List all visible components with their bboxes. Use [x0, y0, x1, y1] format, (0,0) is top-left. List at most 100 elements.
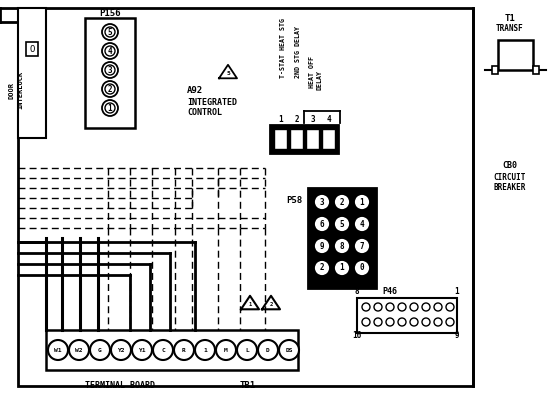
- Circle shape: [153, 340, 173, 360]
- Circle shape: [314, 194, 330, 210]
- Bar: [306, 129, 319, 149]
- Text: 1: 1: [340, 263, 345, 273]
- Text: CIRCUIT: CIRCUIT: [494, 173, 526, 181]
- Text: 9: 9: [320, 241, 324, 250]
- Bar: [492, 66, 498, 74]
- Bar: [85, 18, 135, 128]
- Circle shape: [102, 81, 118, 97]
- Text: P58: P58: [286, 196, 302, 205]
- Text: P46: P46: [382, 288, 398, 297]
- Circle shape: [374, 318, 382, 326]
- Text: 8: 8: [340, 241, 345, 250]
- Text: 16: 16: [352, 331, 362, 340]
- Circle shape: [102, 43, 118, 59]
- Text: 2ND STG DELAY: 2ND STG DELAY: [295, 26, 301, 78]
- Bar: [18, 8, 46, 138]
- Text: DELAY: DELAY: [317, 70, 323, 90]
- Circle shape: [398, 303, 406, 311]
- Bar: [270, 125, 338, 153]
- Circle shape: [354, 216, 370, 232]
- Circle shape: [446, 303, 454, 311]
- Text: T-STAT HEAT STG: T-STAT HEAT STG: [280, 18, 286, 78]
- Text: 4: 4: [360, 220, 365, 228]
- Text: TRANSF: TRANSF: [496, 23, 524, 32]
- Text: R: R: [182, 348, 186, 352]
- Text: Y1: Y1: [138, 348, 146, 352]
- Text: 4: 4: [107, 47, 112, 56]
- Bar: [308, 188, 376, 288]
- Circle shape: [362, 318, 370, 326]
- Circle shape: [258, 340, 278, 360]
- Bar: [322, 129, 335, 149]
- Circle shape: [446, 318, 454, 326]
- Text: M: M: [224, 348, 228, 352]
- Circle shape: [334, 194, 350, 210]
- Circle shape: [216, 340, 236, 360]
- Circle shape: [279, 340, 299, 360]
- Circle shape: [410, 318, 418, 326]
- Circle shape: [237, 340, 257, 360]
- Text: 5: 5: [107, 28, 112, 36]
- Text: CB0: CB0: [502, 160, 517, 169]
- Text: DS: DS: [285, 348, 293, 352]
- Text: 9: 9: [455, 331, 459, 340]
- Text: TB1: TB1: [240, 382, 256, 391]
- Text: W1: W1: [54, 348, 61, 352]
- Circle shape: [354, 238, 370, 254]
- Circle shape: [374, 303, 382, 311]
- Text: 5: 5: [226, 70, 230, 75]
- Circle shape: [314, 238, 330, 254]
- Circle shape: [105, 46, 115, 56]
- Text: A92: A92: [187, 85, 203, 94]
- Text: 1: 1: [278, 115, 283, 124]
- Circle shape: [334, 238, 350, 254]
- Text: 8: 8: [355, 288, 360, 297]
- Circle shape: [102, 24, 118, 40]
- Text: 2: 2: [340, 198, 345, 207]
- Circle shape: [111, 340, 131, 360]
- Circle shape: [90, 340, 110, 360]
- Circle shape: [314, 216, 330, 232]
- Circle shape: [386, 318, 394, 326]
- Circle shape: [48, 340, 68, 360]
- Text: 2: 2: [269, 301, 273, 307]
- Bar: [18, 8, 473, 386]
- Text: 0: 0: [360, 263, 365, 273]
- Circle shape: [422, 318, 430, 326]
- Circle shape: [334, 216, 350, 232]
- Circle shape: [354, 260, 370, 276]
- Circle shape: [434, 303, 442, 311]
- Text: 6: 6: [320, 220, 324, 228]
- Text: 1: 1: [360, 198, 365, 207]
- Bar: [533, 66, 539, 74]
- Circle shape: [354, 194, 370, 210]
- Text: O: O: [29, 45, 35, 53]
- Text: 1: 1: [107, 103, 112, 113]
- Text: 5: 5: [340, 220, 345, 228]
- Text: DOOR: DOOR: [8, 81, 14, 98]
- Circle shape: [334, 260, 350, 276]
- Circle shape: [422, 303, 430, 311]
- Text: 1: 1: [248, 301, 252, 307]
- Bar: [46, 330, 298, 370]
- Text: L: L: [245, 348, 249, 352]
- Text: 2: 2: [320, 263, 324, 273]
- Text: 3: 3: [310, 115, 315, 124]
- Text: 1: 1: [455, 288, 459, 297]
- Circle shape: [102, 62, 118, 78]
- Text: W2: W2: [75, 348, 83, 352]
- Circle shape: [132, 340, 152, 360]
- Text: Y2: Y2: [117, 348, 125, 352]
- Circle shape: [105, 103, 115, 113]
- Bar: [357, 298, 457, 333]
- Circle shape: [434, 318, 442, 326]
- Text: HEAT OFF: HEAT OFF: [309, 56, 315, 88]
- Text: C: C: [161, 348, 165, 352]
- Text: CONTROL: CONTROL: [187, 107, 222, 117]
- Circle shape: [105, 65, 115, 75]
- Circle shape: [105, 84, 115, 94]
- Circle shape: [105, 27, 115, 37]
- Circle shape: [362, 303, 370, 311]
- Circle shape: [102, 100, 118, 116]
- Text: T1: T1: [505, 13, 515, 23]
